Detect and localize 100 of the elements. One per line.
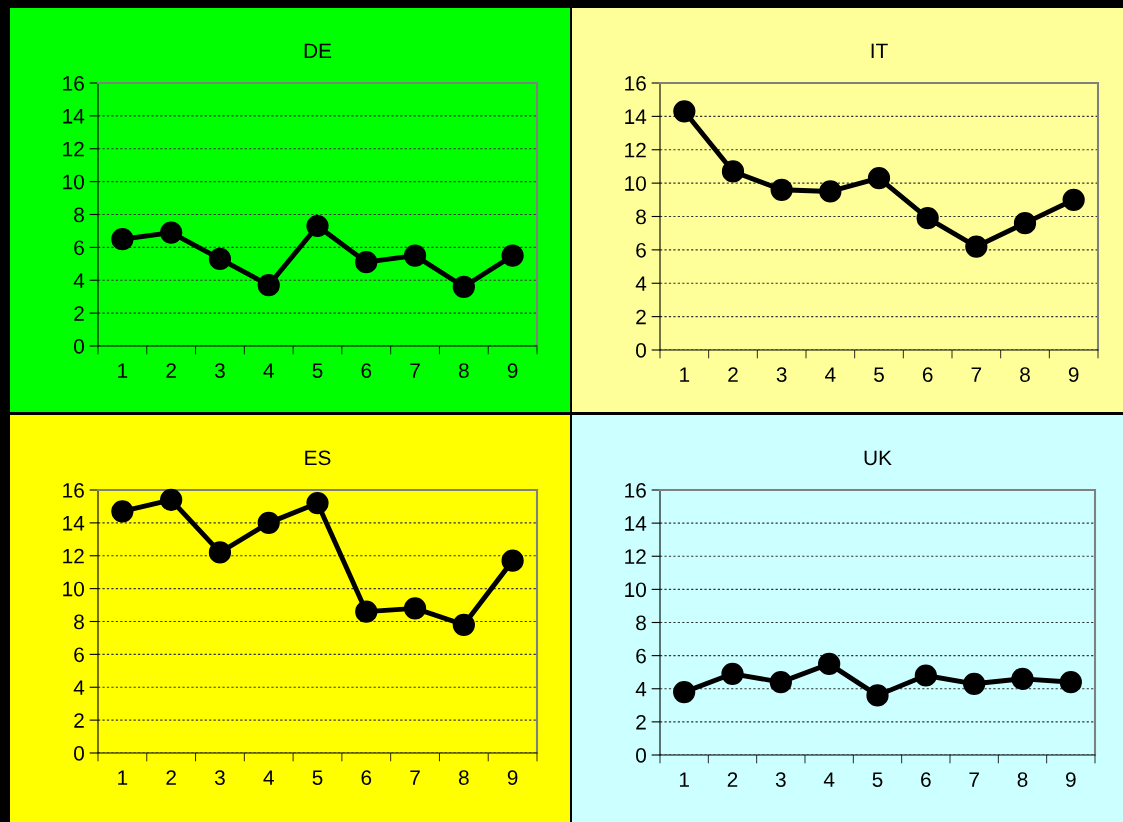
y-tick-label: 12: [625, 142, 646, 158]
y-tick-label: 16: [63, 76, 84, 91]
y-tick-label: 6: [74, 647, 84, 663]
point: [403, 597, 427, 620]
x-tick-label: 8: [458, 363, 469, 378]
point: [819, 180, 842, 203]
point: [355, 600, 378, 623]
y-tick-label: 4: [635, 276, 647, 291]
point: [160, 221, 183, 244]
x-tick-label: 6: [361, 363, 372, 378]
point: [160, 488, 183, 511]
point: [1059, 671, 1082, 694]
x-tick-label: 2: [727, 772, 738, 787]
point: [1062, 188, 1085, 211]
y-tick-label: 8: [74, 614, 84, 630]
x-tick-label: 6: [361, 770, 372, 785]
point: [963, 672, 986, 695]
x-tick-label: 3: [214, 363, 225, 378]
y-tick-label: 4: [73, 273, 85, 288]
y-tick-label: 6: [74, 240, 84, 256]
x-tick-label: 5: [312, 770, 323, 785]
y-tick-label: 12: [625, 549, 646, 564]
x-tick-label: 7: [971, 367, 982, 382]
y-tick-label: 8: [74, 207, 84, 223]
x-tick-label: 2: [166, 770, 176, 785]
point: [306, 214, 329, 238]
x-tick-label: 3: [776, 367, 787, 382]
point: [257, 274, 280, 297]
point: [721, 662, 744, 685]
y-tick-label: 14: [625, 516, 647, 531]
x-tick-label: 1: [118, 363, 128, 378]
point: [355, 251, 378, 274]
x-tick-label: 9: [1066, 772, 1076, 787]
chart-title: ES: [305, 450, 331, 466]
x-tick-label: 5: [312, 363, 323, 378]
x-tick-label: 8: [458, 770, 469, 785]
y-tick-label: 10: [63, 174, 84, 190]
y-tick-label: 4: [73, 680, 85, 695]
x-tick-label: 1: [679, 772, 689, 787]
x-tick-label: 4: [263, 363, 274, 378]
y-tick-label: 2: [636, 309, 646, 325]
x-tick-label: 3: [775, 772, 786, 787]
point: [1013, 212, 1037, 235]
point: [770, 178, 793, 201]
y-tick-label: 4: [635, 681, 647, 697]
x-tick-label: 7: [410, 363, 420, 378]
chart-title: UK: [864, 450, 892, 466]
y-tick-label: 10: [625, 582, 646, 598]
point: [914, 664, 937, 687]
y-tick-label: 14: [625, 109, 647, 124]
chart-title: IT: [871, 43, 888, 58]
x-tick-label: 6: [921, 772, 931, 787]
point: [501, 549, 524, 572]
x-tick-label: 6: [922, 367, 933, 382]
point: [721, 160, 745, 183]
x-tick-label: 5: [872, 772, 883, 787]
y-tick-label: 6: [636, 242, 646, 258]
point: [866, 684, 889, 707]
point: [501, 244, 524, 267]
y-tick-label: 8: [636, 209, 646, 225]
y-tick-label: 14: [63, 109, 85, 124]
y-tick-label: 2: [74, 713, 84, 728]
x-tick-label: 4: [825, 367, 836, 382]
x-tick-label: 8: [1020, 367, 1030, 382]
y-tick-label: 0: [636, 343, 646, 358]
y-tick-label: 6: [636, 648, 646, 664]
point: [403, 244, 427, 267]
y-tick-label: 8: [636, 615, 646, 631]
point: [452, 275, 475, 298]
x-tick-label: 4: [263, 770, 274, 785]
x-tick-label: 9: [1068, 367, 1079, 382]
y-tick-label: 10: [63, 581, 84, 597]
point: [306, 492, 329, 515]
x-tick-label: 7: [969, 772, 979, 787]
point: [818, 652, 841, 676]
y-tick-label: 16: [625, 483, 646, 498]
point: [769, 671, 792, 694]
x-tick-label: 9: [507, 770, 518, 785]
x-tick-label: 5: [874, 367, 884, 382]
point: [111, 228, 134, 251]
y-tick-label: 0: [74, 339, 84, 354]
point: [208, 247, 232, 270]
y-tick-label: 2: [74, 306, 84, 321]
point: [257, 511, 280, 534]
y-tick-label: 2: [636, 714, 646, 730]
x-tick-label: 1: [680, 367, 690, 382]
chart-title: DE: [304, 43, 332, 58]
x-tick-label: 9: [507, 363, 518, 378]
point: [673, 680, 696, 704]
point: [1011, 667, 1034, 690]
y-tick-label: 16: [63, 483, 84, 498]
x-tick-label: 7: [410, 770, 420, 785]
y-tick-label: 12: [63, 548, 84, 564]
x-tick-label: 2: [166, 363, 176, 378]
point: [452, 613, 475, 636]
x-tick-label: 3: [214, 770, 225, 785]
y-tick-label: 16: [625, 76, 646, 91]
x-tick-label: 8: [1017, 772, 1028, 787]
x-tick-label: 1: [118, 770, 128, 785]
y-tick-label: 10: [625, 176, 646, 191]
